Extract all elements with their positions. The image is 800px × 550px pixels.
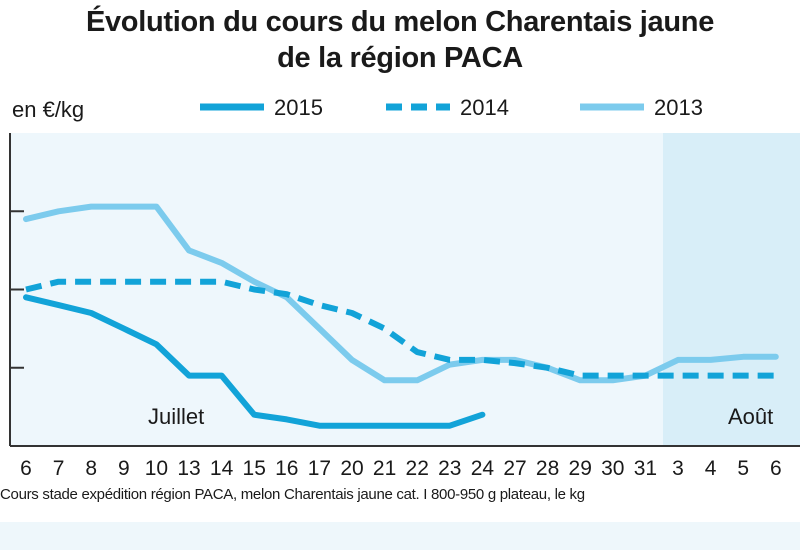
x-tick-label-4: 10: [145, 457, 168, 480]
bottom-band: [0, 522, 800, 550]
x-tick-label-10: 20: [340, 457, 363, 480]
y-gridlines: [10, 210, 24, 369]
x-tick-label-14: 24: [471, 457, 495, 480]
month-label-august: Août: [728, 404, 773, 429]
x-tick-label-23: 6: [770, 457, 782, 480]
chart-title-line-1: Évolution du cours du melon Charentais j…: [85, 6, 715, 38]
series-layer: [23, 203, 779, 429]
legend-label-2014: 2014: [460, 95, 509, 120]
x-tick-label-15: 27: [503, 457, 526, 480]
x-tick-label-9: 17: [308, 457, 331, 480]
x-tick-label-5: 13: [177, 457, 200, 480]
x-tick-label-2: 8: [85, 457, 97, 480]
chart-title: Évolution du cours du melon Charentais j…: [0, 4, 800, 76]
plot-background-august: [663, 133, 800, 446]
x-tick-label-12: 22: [406, 457, 429, 480]
series-line-2014: [25, 278, 776, 379]
x-tick-label-13: 23: [438, 457, 461, 480]
x-tick-label-3: 9: [118, 457, 130, 480]
x-tick-label-19: 31: [634, 457, 657, 480]
legend-label-2015: 2015: [274, 95, 323, 120]
x-tick-label-0: 6: [20, 457, 32, 480]
x-tick-label-7: 15: [243, 457, 266, 480]
series-line-2013: [23, 203, 779, 384]
series-line-2015: [23, 294, 486, 429]
month-label-july: Juillet: [148, 404, 204, 429]
x-tick-label-16: 28: [536, 457, 559, 480]
chart-title-line-2: de la région PACA: [277, 42, 523, 74]
x-tick-label-17: 29: [569, 457, 592, 480]
y-axis-unit-label: en €/kg: [12, 97, 84, 122]
legend-label-2013: 2013: [654, 95, 703, 120]
x-tick-label-20: 3: [672, 457, 684, 480]
x-ticks: 6 7 8 9 10 13 14 15 16 17 20 21 22 23 24 27 28 29 30 31 3 4 5 6: [20, 457, 781, 480]
x-tick-label-22: 5: [737, 457, 749, 480]
x-tick-label-21: 4: [705, 457, 717, 480]
x-tick-label-1: 7: [53, 457, 65, 480]
x-tick-label-18: 30: [601, 457, 624, 480]
x-tick-label-11: 21: [373, 457, 396, 480]
legend: 2015 2014 2013: [200, 95, 703, 120]
x-tick-label-8: 16: [275, 457, 298, 480]
plot-background-july: [10, 133, 663, 446]
x-tick-label-6: 14: [210, 457, 234, 480]
source-note: Cours stade expédition région PACA, melo…: [0, 486, 585, 503]
